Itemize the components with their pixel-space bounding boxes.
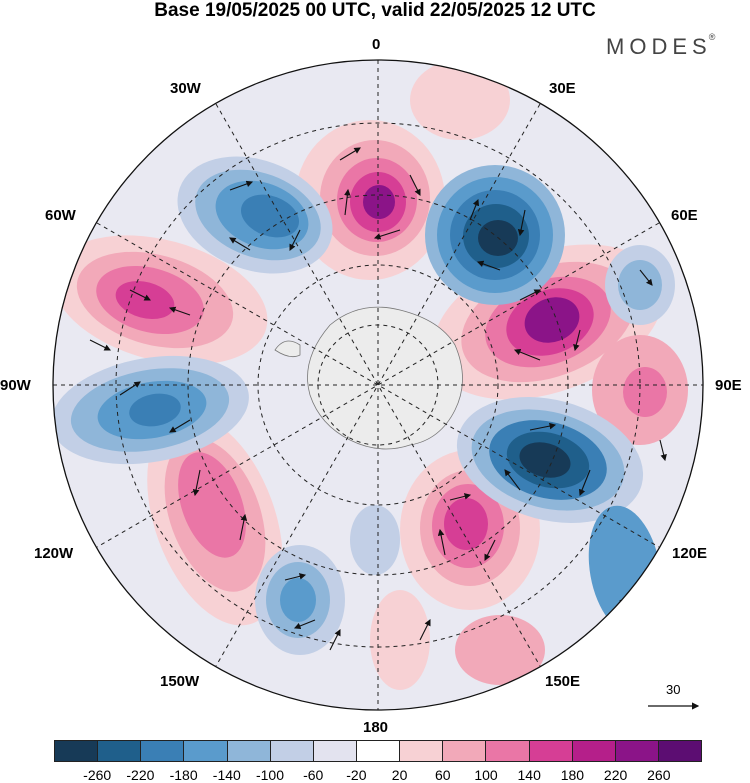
anomaly-field	[53, 60, 703, 710]
colorbar-swatch	[183, 741, 227, 761]
colorbar-tick-label: -100	[255, 767, 285, 783]
colorbar-swatch	[657, 741, 702, 761]
colorbar-swatch	[614, 741, 658, 761]
colorbar-tick-label: -260	[83, 767, 112, 783]
colorbar-swatch	[571, 741, 615, 761]
colorbar-tick-label: 20	[391, 767, 408, 783]
colorbar-swatch	[355, 741, 400, 761]
colorbar-swatch	[226, 741, 270, 761]
colorbar-tick-label: 180	[560, 767, 585, 783]
lon-label-30e: 30E	[549, 80, 576, 97]
colorbar-swatch	[485, 741, 529, 761]
map-title: Base 19/05/2025 00 UTC, valid 22/05/2025…	[154, 0, 596, 21]
colorbar-tick-label: -20	[346, 767, 367, 783]
colorbar-swatch	[269, 741, 313, 761]
reference-vector-label: 30	[666, 682, 681, 697]
colorbar-tick-label: 100	[474, 767, 498, 783]
colorbar-swatch	[55, 741, 98, 761]
colorbar-tick-label: 260	[647, 767, 671, 783]
lon-label-90e: 90E	[715, 377, 742, 394]
colorbar-tick-label: 60	[435, 767, 451, 783]
colorbar-swatch	[399, 741, 443, 761]
colorbar-swatch	[97, 741, 141, 761]
colorbar-tick-label: -180	[169, 767, 198, 783]
colorbar-swatch	[528, 741, 572, 761]
lon-label-150e: 150E	[545, 673, 581, 690]
colorbar-tick-label: -220	[126, 767, 155, 783]
colorbar-tick-label: 140	[517, 767, 541, 783]
lon-label-120e: 120E	[672, 545, 708, 562]
colorbar-swatch	[442, 741, 486, 761]
colorbar-tick-label: -60	[303, 767, 324, 783]
lon-label-60w: 60W	[45, 207, 76, 224]
lon-label-180: 180	[363, 719, 389, 736]
lon-label-0: 0	[372, 36, 381, 53]
colorbar-tick-label: -140	[212, 767, 241, 783]
colorbar-tick-label: 220	[603, 767, 628, 783]
lon-label-150w: 150W	[160, 673, 200, 690]
colorbar-swatch	[140, 741, 184, 761]
lon-label-30w: 30W	[170, 80, 201, 97]
lon-label-120w: 120W	[34, 545, 74, 562]
lon-label-90w: 90W	[0, 377, 31, 394]
colorbar	[54, 740, 702, 762]
lon-label-60e: 60E	[671, 207, 698, 224]
modes-logo: MODES®	[606, 32, 716, 59]
colorbar-swatch	[312, 741, 356, 761]
